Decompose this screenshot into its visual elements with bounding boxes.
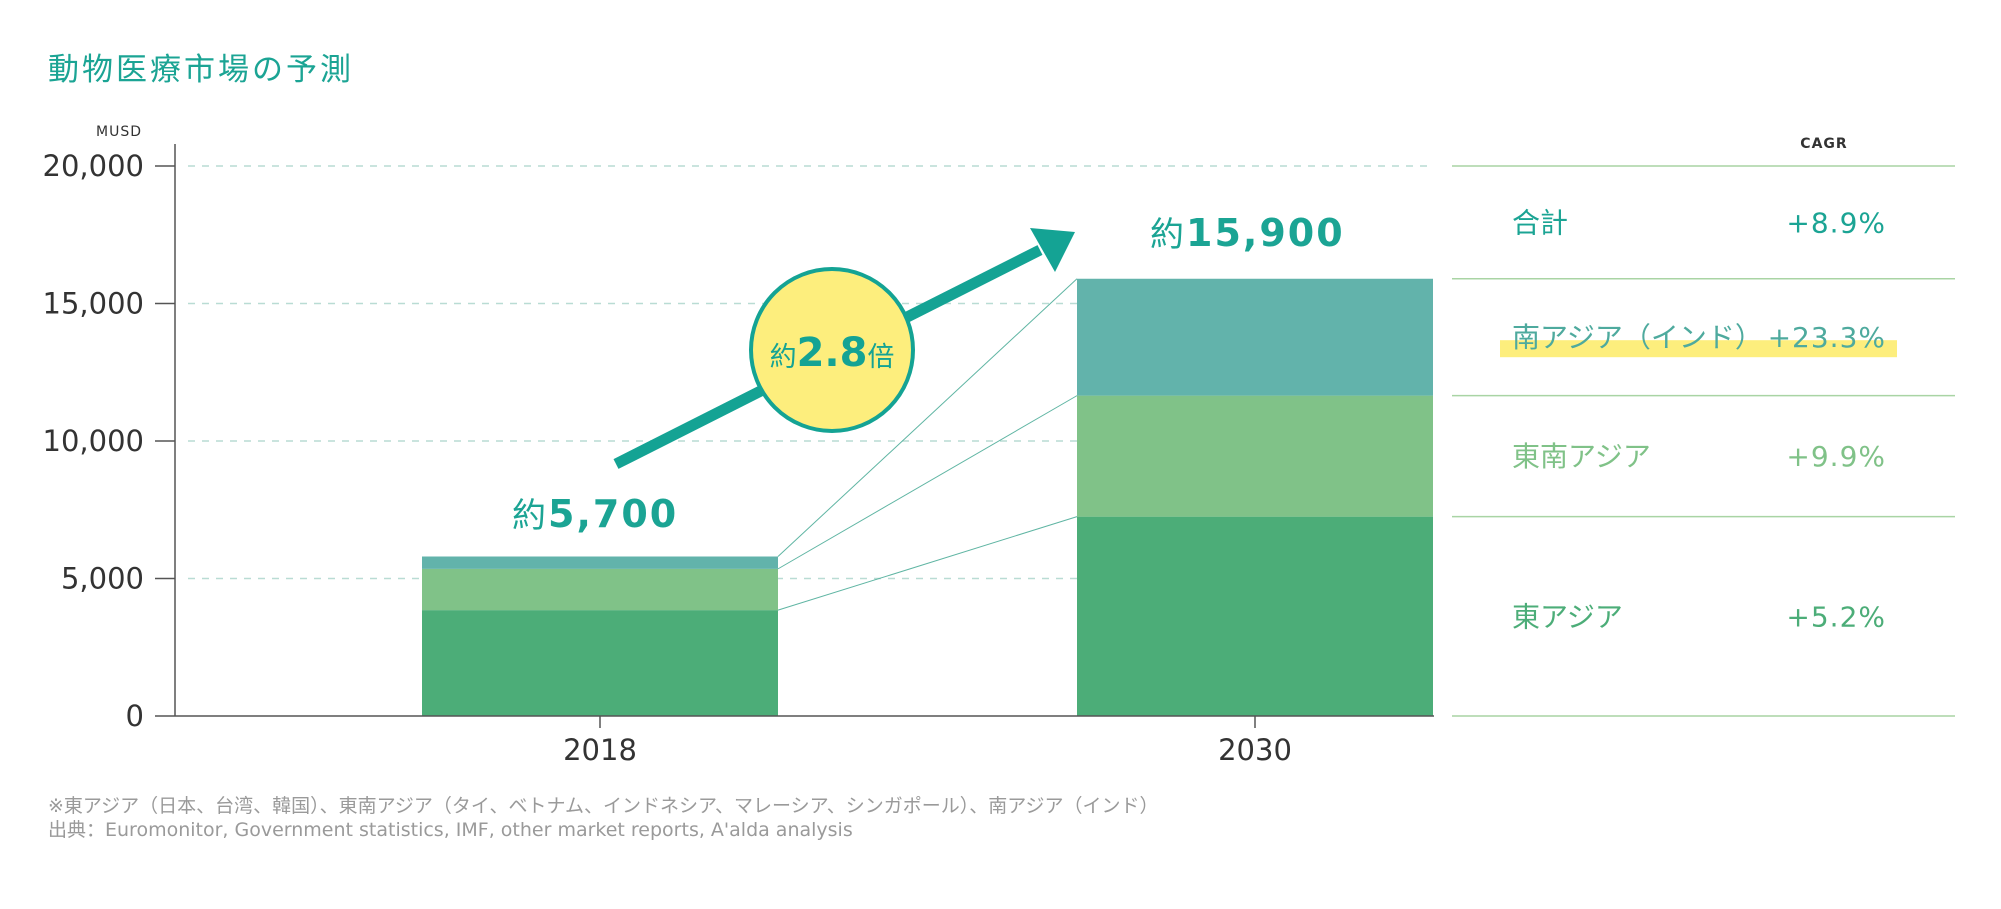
cagr-row: 東アジア +5.2% <box>1512 600 1886 633</box>
y-axis-ticks: 0 5,000 10,000 15,000 20,000 <box>43 149 175 733</box>
cagr-region-label: 東アジア <box>1512 600 1623 633</box>
cagr-row: 南アジア（インド） +23.3% <box>1500 321 1897 358</box>
x-category-label: 2030 <box>1218 733 1292 767</box>
connector-line <box>777 516 1078 611</box>
cagr-region-label: 南アジア（インド） <box>1512 321 1763 354</box>
cagr-table: 合計 +8.9% 南アジア（インド） +23.3% 東南アジア +9.9% 東アジア +5.2… <box>1452 165 1955 717</box>
cagr-row: 東南アジア +9.9% <box>1512 440 1886 473</box>
connector-line <box>777 278 1078 557</box>
x-category-label: 2018 <box>563 733 637 767</box>
cagr-header: CAGR <box>1800 136 1847 152</box>
arrow-head <box>1030 228 1075 272</box>
footnote-source: 出典：Euromonitor, Government statistics, I… <box>48 819 853 841</box>
bar-segment <box>1077 278 1433 396</box>
growth-badge-text: 約2.8倍 <box>770 330 895 376</box>
bar-segment <box>422 556 778 569</box>
x-axis-categories: 2018 2030 <box>563 716 1292 767</box>
y-tick-label: 10,000 <box>43 424 144 458</box>
y-axis-unit: MUSD <box>96 124 142 140</box>
bar-segment <box>422 610 778 716</box>
cagr-value: +8.9% <box>1786 206 1886 239</box>
cagr-value: +5.2% <box>1786 600 1886 633</box>
cagr-row: 合計 +8.9% <box>1512 206 1886 239</box>
bar-total-label: 約5,700 <box>512 492 678 536</box>
y-tick-label: 5,000 <box>61 562 144 596</box>
bar-segment <box>1077 395 1433 517</box>
connector-line <box>777 395 1078 570</box>
bar-segment <box>422 568 778 611</box>
y-tick-label: 0 <box>126 699 144 733</box>
cagr-region-label: 合計 <box>1512 206 1568 239</box>
cagr-region-label: 東南アジア <box>1512 440 1651 473</box>
bar-total-labels: 約5,700 約15,900 <box>512 211 1345 536</box>
growth-badge: 約2.8倍 <box>749 267 915 433</box>
growth-badge-circle <box>749 267 915 433</box>
segment-connectors <box>777 278 1078 611</box>
cagr-value: +23.3% <box>1768 321 1886 354</box>
stacked-bars <box>422 278 1433 716</box>
cagr-highlight <box>1500 340 1897 358</box>
y-tick-label: 15,000 <box>43 287 144 321</box>
chart-title: 動物医療市場の予測 <box>48 52 354 88</box>
footnote-regions: ※東アジア（日本、台湾、韓国）、東南アジア（タイ、ベトナム、インドネシア、マレー… <box>48 795 1159 817</box>
cagr-value: +9.9% <box>1786 440 1886 473</box>
y-tick-label: 20,000 <box>43 149 144 183</box>
bar-segment <box>1077 516 1433 716</box>
bar-total-label: 約15,900 <box>1150 211 1345 255</box>
